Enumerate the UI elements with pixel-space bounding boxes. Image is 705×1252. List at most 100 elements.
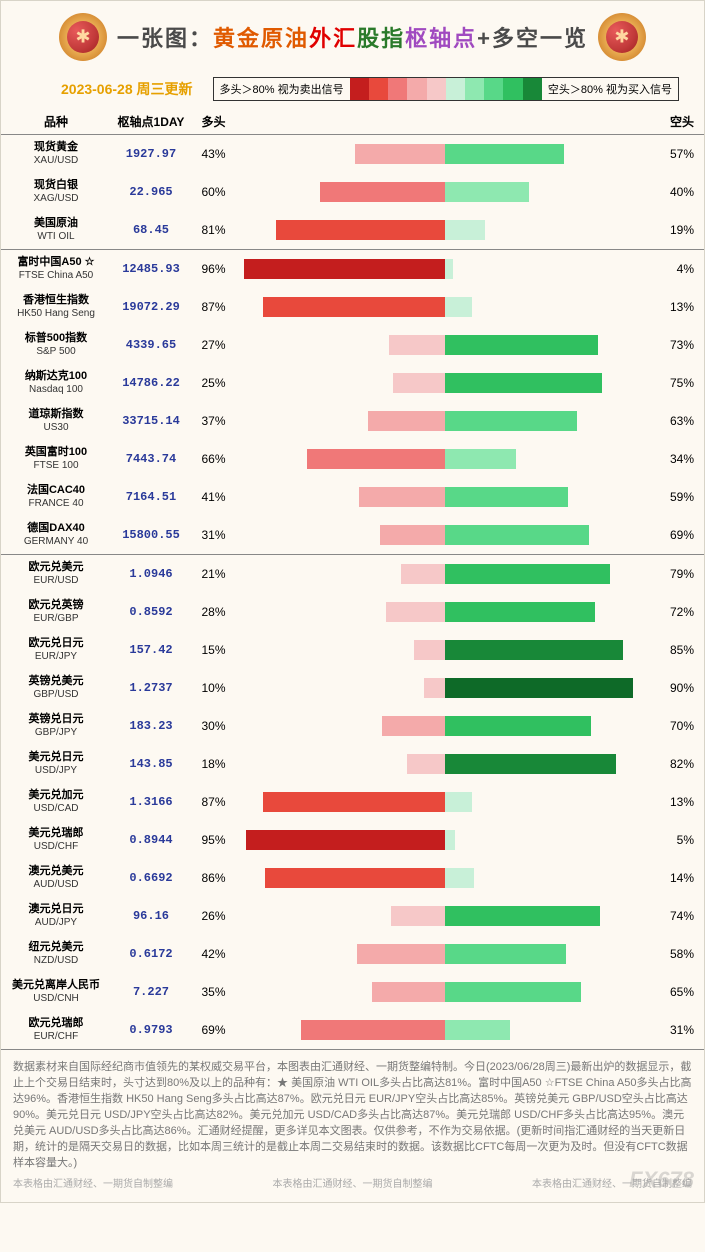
legend-swatch <box>350 78 369 100</box>
table-row: 欧元兑瑞郎EUR/CHF0.979369%31% <box>1 1011 704 1049</box>
short-pct: 13% <box>654 795 704 809</box>
table-row: 英镑兑美元GBP/USD1.273710%90% <box>1 669 704 707</box>
long-pct: 26% <box>191 909 236 923</box>
long-pct: 86% <box>191 871 236 885</box>
pivot-value: 33715.14 <box>111 414 191 428</box>
short-pct: 73% <box>654 338 704 352</box>
credit-1: 本表格由汇通财经、一期货自制整编 <box>13 1178 173 1193</box>
col-header-name: 品种 <box>1 113 111 130</box>
credit-2: 本表格由汇通财经、一期货自制整编 <box>273 1178 433 1193</box>
pivot-value: 157.42 <box>111 643 191 657</box>
pivot-value: 14786.22 <box>111 376 191 390</box>
legend-swatch <box>523 78 542 100</box>
col-header-short: 空头 <box>654 113 704 130</box>
instrument-name: 纳斯达克100Nasdaq 100 <box>1 370 111 395</box>
pivot-value: 12485.93 <box>111 262 191 276</box>
instrument-name: 美元兑离岸人民币USD/CNH <box>1 979 111 1004</box>
long-pct: 41% <box>191 490 236 504</box>
pivot-value: 1927.97 <box>111 147 191 161</box>
long-pct: 25% <box>191 376 236 390</box>
short-pct: 63% <box>654 414 704 428</box>
table-row: 英国富时100FTSE 1007443.7466%34% <box>1 440 704 478</box>
long-pct: 10% <box>191 681 236 695</box>
short-pct: 40% <box>654 185 704 199</box>
short-pct: 5% <box>654 833 704 847</box>
long-pct: 81% <box>191 223 236 237</box>
table-row: 欧元兑日元EUR/JPY157.4215%85% <box>1 631 704 669</box>
sentiment-bar <box>236 564 654 584</box>
credit-row: 本表格由汇通财经、一期货自制整编 本表格由汇通财经、一期货自制整编 本表格由汇通… <box>13 1178 692 1193</box>
sentiment-bar <box>236 449 654 469</box>
section: 富时中国A50 ☆FTSE China A5012485.9396%4%香港恒生… <box>1 250 704 555</box>
table-row: 纽元兑美元NZD/USD0.617242%58% <box>1 935 704 973</box>
legend-swatch <box>369 78 388 100</box>
legend-swatch <box>427 78 446 100</box>
legend-short-label: 空头＞80% 视为买入信号 <box>542 78 678 100</box>
legend: 多头＞80% 视为卖出信号 空头＞80% 视为买入信号 <box>213 77 679 101</box>
instrument-name: 标普500指数S&P 500 <box>1 332 111 357</box>
col-header-long: 多头 <box>191 113 236 130</box>
sentiment-bar <box>236 868 654 888</box>
chart-container: 一张图：黄金原油外汇股指枢轴点+多空一览 2023-06-28 周三更新 多头＞… <box>0 0 705 1203</box>
logo-right <box>598 13 646 61</box>
short-pct: 79% <box>654 567 704 581</box>
table-row: 美国原油WTI OIL68.4581%19% <box>1 211 704 249</box>
pivot-value: 183.23 <box>111 719 191 733</box>
pivot-value: 0.9793 <box>111 1023 191 1037</box>
long-pct: 35% <box>191 985 236 999</box>
pivot-value: 0.8944 <box>111 833 191 847</box>
long-pct: 37% <box>191 414 236 428</box>
short-pct: 90% <box>654 681 704 695</box>
header: 一张图：黄金原油外汇股指枢轴点+多空一览 <box>1 1 704 73</box>
sentiment-bar <box>236 144 654 164</box>
table-row: 欧元兑英镑EUR/GBP0.859228%72% <box>1 593 704 631</box>
sentiment-bar <box>236 982 654 1002</box>
pivot-value: 96.16 <box>111 909 191 923</box>
sentiment-bar <box>236 678 654 698</box>
pivot-value: 19072.29 <box>111 300 191 314</box>
table-row: 美元兑瑞郎USD/CHF0.894495%5% <box>1 821 704 859</box>
sentiment-bar <box>236 525 654 545</box>
table-row: 欧元兑美元EUR/USD1.094621%79% <box>1 555 704 593</box>
legend-swatches <box>350 78 542 100</box>
long-pct: 18% <box>191 757 236 771</box>
short-pct: 19% <box>654 223 704 237</box>
long-pct: 15% <box>191 643 236 657</box>
legend-swatch <box>484 78 503 100</box>
pivot-value: 15800.55 <box>111 528 191 542</box>
table-row: 道琼斯指数US3033715.1437%63% <box>1 402 704 440</box>
pivot-value: 1.3166 <box>111 795 191 809</box>
instrument-name: 纽元兑美元NZD/USD <box>1 941 111 966</box>
long-pct: 69% <box>191 1023 236 1037</box>
instrument-name: 澳元兑美元AUD/USD <box>1 865 111 890</box>
short-pct: 57% <box>654 147 704 161</box>
sentiment-bar <box>236 335 654 355</box>
instrument-name: 欧元兑英镑EUR/GBP <box>1 599 111 624</box>
long-pct: 42% <box>191 947 236 961</box>
table-row: 澳元兑美元AUD/USD0.669286%14% <box>1 859 704 897</box>
instrument-name: 德国DAX40GERMANY 40 <box>1 522 111 547</box>
short-pct: 14% <box>654 871 704 885</box>
table-row: 香港恒生指数HK50 Hang Seng19072.2987%13% <box>1 288 704 326</box>
col-header-pivot: 枢轴点1DAY <box>111 113 191 130</box>
short-pct: 34% <box>654 452 704 466</box>
sentiment-bar <box>236 906 654 926</box>
sentiment-bar <box>236 602 654 622</box>
long-pct: 43% <box>191 147 236 161</box>
pivot-value: 1.0946 <box>111 567 191 581</box>
table-row: 英镑兑日元GBP/JPY183.2330%70% <box>1 707 704 745</box>
legend-swatch <box>503 78 522 100</box>
short-pct: 59% <box>654 490 704 504</box>
table-row: 美元兑离岸人民币USD/CNH7.22735%65% <box>1 973 704 1011</box>
instrument-name: 欧元兑日元EUR/JPY <box>1 637 111 662</box>
sentiment-bar <box>236 182 654 202</box>
sentiment-bar <box>236 716 654 736</box>
short-pct: 65% <box>654 985 704 999</box>
page-title: 一张图：黄金原油外汇股指枢轴点+多空一览 <box>117 21 588 53</box>
sentiment-bar <box>236 792 654 812</box>
long-pct: 30% <box>191 719 236 733</box>
sentiment-bar <box>236 944 654 964</box>
short-pct: 58% <box>654 947 704 961</box>
footer-text: 数据素材来自国际经纪商市值领先的某权威交易平台，本图表由汇通财经、一期货整编特制… <box>13 1060 692 1172</box>
footer: 数据素材来自国际经纪商市值领先的某权威交易平台，本图表由汇通财经、一期货整编特制… <box>1 1050 704 1202</box>
